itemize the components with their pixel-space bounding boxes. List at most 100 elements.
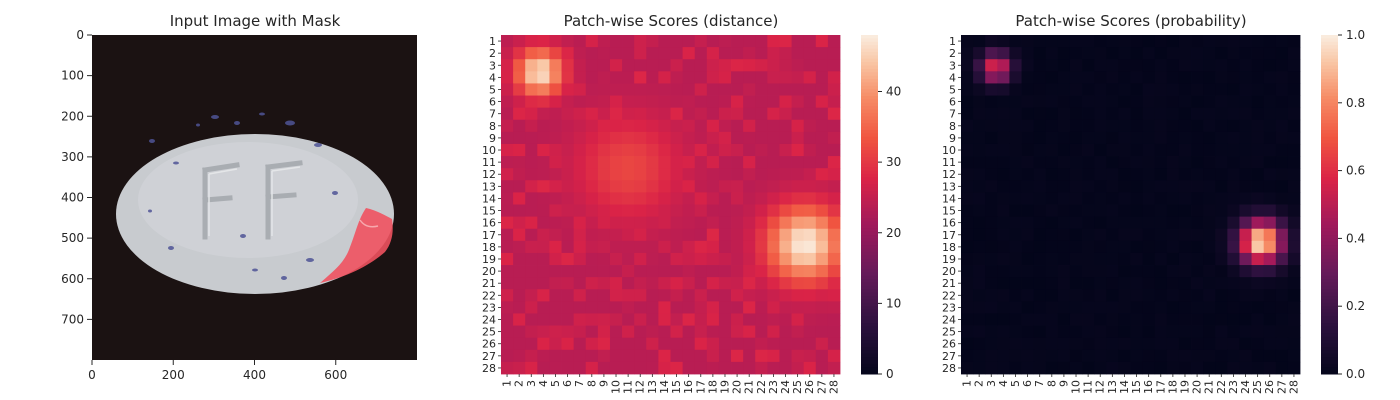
heatmap-cell bbox=[609, 168, 623, 181]
heatmap-cell bbox=[1275, 71, 1289, 84]
heatmap-cell bbox=[1118, 47, 1131, 60]
heatmap-cell bbox=[803, 337, 817, 351]
heatmap-cell bbox=[1191, 313, 1204, 326]
colorbar-segment bbox=[1321, 82, 1338, 87]
heatmap-cell bbox=[1178, 361, 1192, 375]
x-tick-label: 19 bbox=[1178, 380, 1191, 394]
heatmap-cell bbox=[731, 107, 744, 121]
heatmap-cell bbox=[573, 361, 587, 375]
heatmap-cell bbox=[1178, 192, 1192, 205]
heatmap-cell bbox=[1021, 337, 1035, 351]
colorbar-segment bbox=[861, 296, 878, 300]
heatmap-cell bbox=[670, 349, 684, 363]
heatmap-cell bbox=[706, 71, 720, 84]
heatmap-cell bbox=[1106, 131, 1119, 145]
heatmap-cell bbox=[985, 289, 998, 302]
heatmap-cell bbox=[561, 180, 575, 193]
heatmap-cell bbox=[694, 204, 708, 218]
heatmap-cell bbox=[1166, 361, 1180, 375]
y-tick-label: 14 bbox=[482, 192, 496, 205]
heatmap-cell bbox=[718, 192, 732, 205]
heatmap-cell bbox=[718, 47, 732, 60]
heatmap-cell bbox=[815, 349, 829, 363]
heatmap-cell bbox=[549, 361, 562, 375]
heatmap-cell bbox=[1239, 156, 1252, 169]
colorbar-segment bbox=[861, 89, 878, 94]
heatmap-cell bbox=[646, 313, 659, 326]
heatmap-cell bbox=[1251, 361, 1265, 375]
heatmap-cell bbox=[755, 216, 768, 230]
heatmap-cell bbox=[549, 325, 562, 339]
heatmap-cell bbox=[1130, 71, 1144, 84]
heatmap-cell bbox=[537, 192, 550, 205]
heatmap-cell bbox=[537, 349, 550, 363]
heatmap-cell bbox=[622, 277, 635, 290]
colorbar-segment bbox=[861, 58, 878, 63]
heatmap-cell bbox=[658, 180, 671, 193]
heatmap-cell bbox=[718, 35, 732, 48]
heatmap-cell bbox=[622, 228, 635, 242]
colorbar-segment bbox=[1321, 319, 1338, 324]
colorbar-segment bbox=[1321, 265, 1338, 270]
heatmap-cell bbox=[1094, 325, 1107, 339]
heatmap-cell bbox=[658, 325, 671, 339]
heatmap-cell bbox=[525, 313, 538, 326]
heatmap-cell bbox=[525, 228, 538, 242]
heatmap-cell bbox=[561, 71, 575, 84]
heatmap-cell bbox=[1021, 289, 1035, 302]
heatmap-cell bbox=[646, 349, 659, 363]
colorbar-segment bbox=[1321, 177, 1338, 182]
heatmap-cell bbox=[961, 180, 974, 193]
x-tick-label: 20 bbox=[731, 380, 744, 394]
heatmap-cell bbox=[622, 192, 635, 205]
heatmap-cell bbox=[803, 277, 817, 290]
colorbar-segment bbox=[1321, 316, 1338, 321]
heatmap-cell bbox=[597, 337, 611, 351]
heatmap-cell bbox=[1203, 180, 1216, 193]
heatmap-cell bbox=[718, 180, 732, 193]
heatmap-cell bbox=[670, 216, 684, 230]
colorbar-segment bbox=[1321, 245, 1338, 250]
heatmap-cell bbox=[573, 228, 587, 242]
heatmap-cell bbox=[1142, 71, 1156, 84]
heatmap-cell bbox=[1227, 119, 1240, 133]
heatmap-cell bbox=[1045, 95, 1059, 109]
y-tick-label: 12 bbox=[942, 168, 956, 181]
y-tick-label: 27 bbox=[942, 350, 956, 363]
heatmap-cell bbox=[767, 168, 780, 181]
x-tick-label: 10 bbox=[1070, 380, 1083, 394]
heatmap-cell bbox=[1154, 59, 1168, 72]
heatmap-cell bbox=[718, 240, 732, 254]
heatmap-cell bbox=[501, 277, 514, 290]
heatmap-cell bbox=[549, 192, 562, 205]
heatmap-cell bbox=[658, 277, 671, 290]
heatmap-cell bbox=[1069, 289, 1083, 302]
heatmap-cell bbox=[561, 156, 575, 169]
heatmap-cell bbox=[731, 313, 744, 326]
heatmap-cell bbox=[755, 337, 768, 351]
heatmap-cell bbox=[1142, 277, 1156, 290]
heatmap-cell bbox=[997, 47, 1010, 60]
heatmap-cell bbox=[670, 313, 684, 326]
heatmap-cell bbox=[549, 301, 562, 314]
heatmap-cell bbox=[501, 313, 514, 326]
heatmap-cell bbox=[791, 131, 805, 145]
heatmap-cell bbox=[961, 337, 974, 351]
heatmap-cell bbox=[997, 180, 1010, 193]
heatmap-cell bbox=[779, 277, 792, 290]
heatmap-cell bbox=[791, 83, 805, 96]
heatmap-cell bbox=[755, 289, 768, 302]
heatmap-cell bbox=[501, 301, 514, 314]
heatmap-cell bbox=[585, 192, 599, 205]
heatmap-cell bbox=[549, 143, 562, 157]
heatmap-cell bbox=[634, 107, 647, 121]
heatmap-cell bbox=[1106, 301, 1119, 314]
y-tick-label: 15 bbox=[482, 205, 496, 218]
colorbar-segment bbox=[1321, 299, 1338, 304]
x-tick-label: 600 bbox=[324, 368, 347, 382]
heatmap-cell bbox=[1142, 35, 1156, 48]
heatmap-cell bbox=[634, 325, 647, 339]
heatmap-cell bbox=[634, 289, 647, 302]
heatmap-cell bbox=[1287, 83, 1301, 96]
heatmap-cell bbox=[961, 131, 974, 145]
